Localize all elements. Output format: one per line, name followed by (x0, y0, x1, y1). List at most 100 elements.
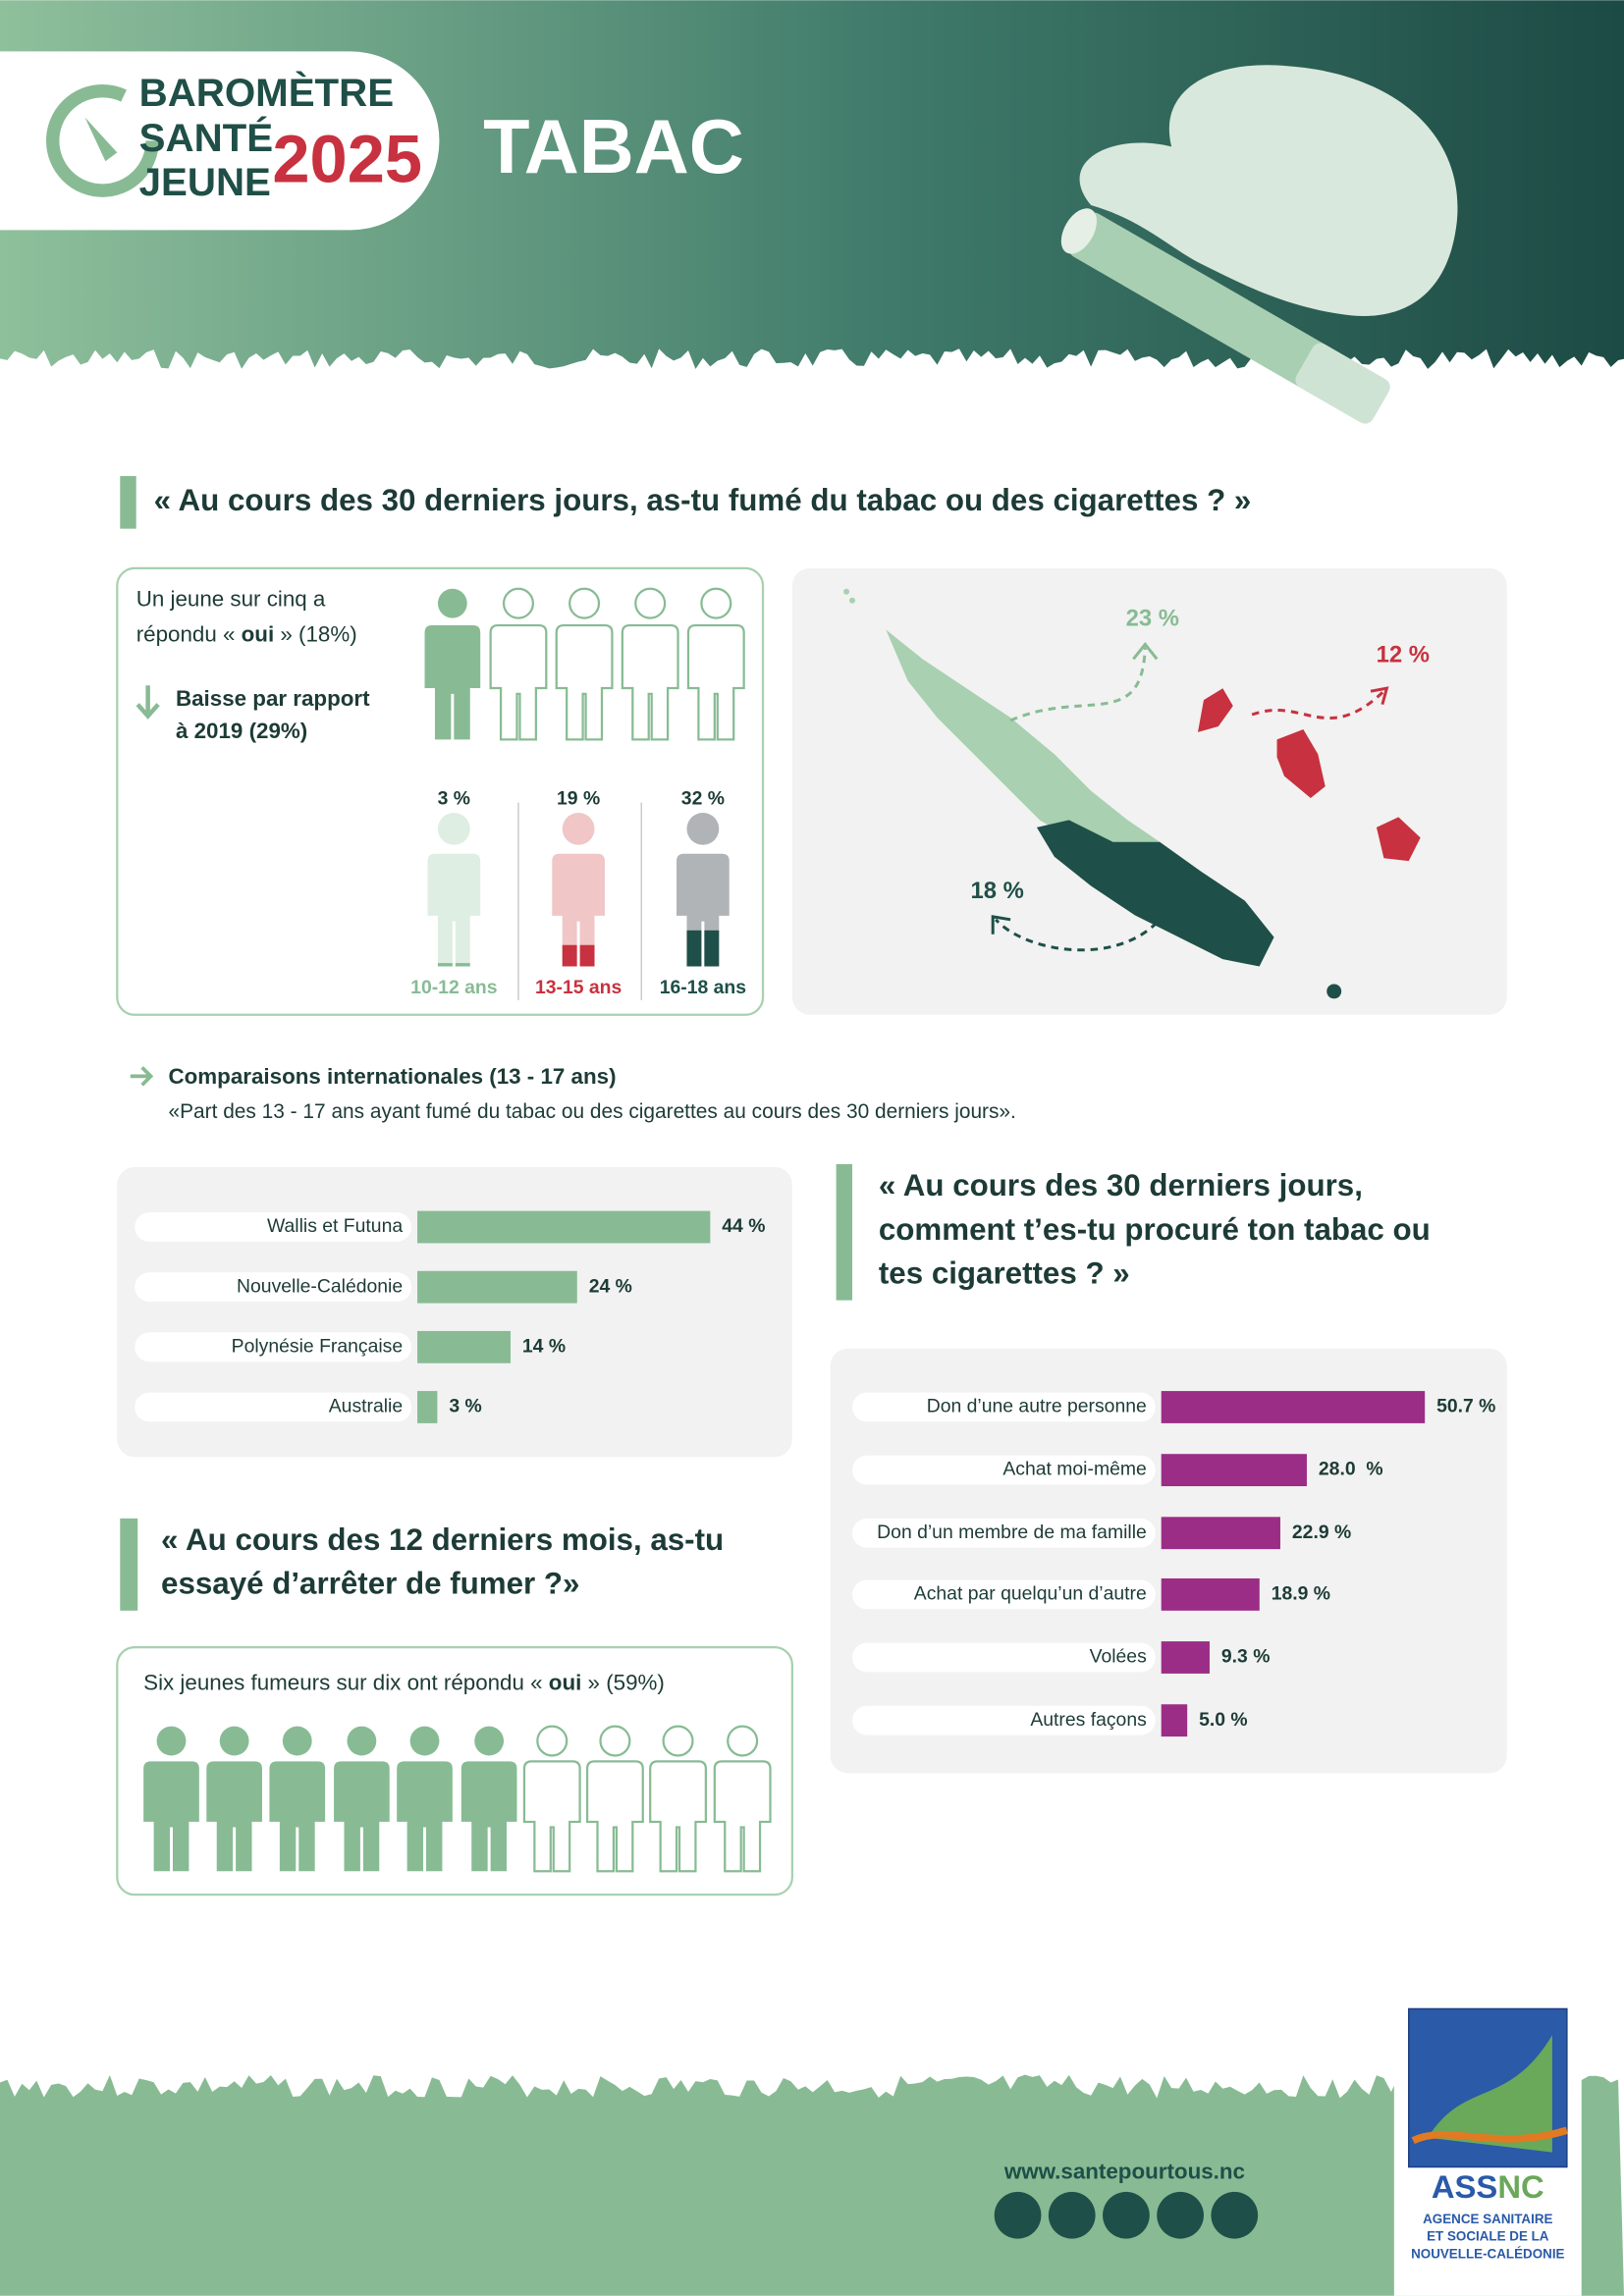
label-pill (852, 1392, 1156, 1422)
person-body (334, 1761, 390, 1872)
bar (1161, 1577, 1260, 1611)
person-head (156, 1726, 187, 1756)
question: tes cigarettes ? » (879, 1256, 1130, 1291)
instagram-icon[interactable] (1103, 2191, 1150, 2239)
bar (1161, 1391, 1426, 1423)
person-body (489, 623, 548, 741)
bar (1161, 1704, 1188, 1737)
value-label: 3 % (438, 788, 470, 810)
logo-text: BAROMÈTRE (139, 71, 394, 115)
value-label: 50.7 % (1436, 1396, 1495, 1417)
logo-text: JEUNE (139, 160, 271, 204)
label-pill (852, 1455, 1156, 1485)
age-chart: 3 % 10-12 ans 19 % 13-15 ans 32 % 16-18 ans (410, 788, 746, 998)
people-row (143, 1725, 772, 1873)
person-body (522, 1760, 581, 1873)
bar (417, 1391, 438, 1423)
bar (1161, 1517, 1280, 1550)
person-head (562, 812, 595, 845)
agency-acronym: ASSNC (1432, 2168, 1544, 2205)
tiktok-icon[interactable] (1048, 2191, 1096, 2239)
question: comment t’es-tu procuré ton tabac ou (879, 1212, 1431, 1247)
value-label: 19 % (557, 788, 600, 810)
person-body (427, 853, 481, 967)
logo-year: 2025 (272, 121, 422, 196)
person-body (397, 1761, 453, 1872)
value-label: 14 % (522, 1335, 566, 1357)
value-label: 28.0 % (1319, 1459, 1383, 1480)
bar-chart: Wallis et Futuna 44 % Nouvelle-Calédonie 24… (135, 1210, 765, 1423)
logo-text: SANTÉ (139, 116, 273, 160)
facebook-icon[interactable] (994, 2191, 1042, 2239)
text: NC (1497, 2168, 1543, 2205)
footer-background (0, 2074, 1624, 2296)
people-row (424, 587, 745, 741)
cigarette (1060, 208, 1390, 424)
bar-chart: Don d’une autre personne 50.7 % Achat moi-… (852, 1391, 1495, 1737)
trend: Baisse par rapport (176, 686, 370, 711)
text: oui (242, 621, 275, 646)
category-label: Polynésie Française (232, 1335, 403, 1357)
person-head (634, 587, 667, 619)
person-body (585, 1760, 644, 1873)
label-pill (852, 1579, 1156, 1610)
label-pill (135, 1332, 412, 1362)
section-heading: « Au cours des 30 derniers jours, as-tu … (120, 475, 1252, 529)
category-label: Nouvelle-Calédonie (237, 1275, 403, 1297)
value-label: 18.9 % (1272, 1583, 1330, 1605)
person-head (437, 588, 467, 618)
youtube-icon[interactable] (1157, 2191, 1204, 2239)
summary: répondu « oui » (18%) (136, 621, 357, 646)
person-head (700, 587, 732, 619)
text: répondu « (136, 621, 242, 646)
arrow (130, 1066, 154, 1087)
linkedin-icon[interactable] (1211, 2191, 1259, 2239)
person-head (502, 587, 535, 619)
question: essayé d’arrêter de fumer ?» (161, 1567, 579, 1601)
summary: Six jeunes fumeurs sur dix ont répondu «… (143, 1670, 665, 1694)
category-label: Australie (329, 1396, 403, 1417)
url[interactable]: www.santepourtous.nc (1003, 2159, 1245, 2183)
question: « Au cours des 12 derniers mois, as-tu (161, 1522, 724, 1557)
person-head (437, 812, 470, 845)
heading-bar (120, 1518, 138, 1611)
subheading: Comparaisons internationales (13 - 17 an… (169, 1064, 617, 1089)
down-arrow (135, 685, 160, 720)
value-label: 32 % (681, 788, 725, 810)
category-label: 13-15 ans (535, 977, 622, 998)
header: BAROMÈTRE SANTÉ JEUNE 2025 TABAC (0, 0, 1624, 424)
heading-bar (836, 1163, 853, 1301)
trend: à 2019 (29%) (176, 719, 307, 743)
label-pill (852, 1642, 1156, 1673)
value-label: 44 % (722, 1215, 765, 1237)
logo-gauge (45, 83, 159, 197)
bar (1161, 1454, 1307, 1487)
person-head (727, 1725, 759, 1757)
category-label: Wallis et Futuna (267, 1215, 403, 1237)
label-pill (135, 1392, 412, 1422)
value-label: 5.0 % (1199, 1709, 1248, 1731)
footer: www.santepourtous.nc ASSNC AGENCE SANITA… (0, 1994, 1624, 2296)
person-head (282, 1726, 312, 1756)
question: « Au cours des 30 derniers jours, (879, 1168, 1363, 1202)
text: ASS (1432, 2168, 1497, 2205)
logo-wave (1411, 2126, 1568, 2145)
person-body (143, 1761, 199, 1872)
person-head (474, 1726, 505, 1756)
agency-name: NOUVELLE-CALÉDONIE (1411, 2247, 1564, 2262)
label-pill (135, 1272, 412, 1303)
bar (417, 1210, 711, 1244)
person-head (347, 1726, 377, 1756)
value-label: 24 % (589, 1275, 632, 1297)
text: oui (549, 1670, 582, 1694)
category-label: Don d’un membre de ma famille (877, 1522, 1147, 1543)
question: « Au cours des 30 derniers jours, as-tu … (154, 483, 1252, 517)
person-body (555, 623, 614, 741)
logo-leaf (1428, 2035, 1552, 2153)
person-body (621, 623, 679, 741)
map: 23 % 12 % 18 % (791, 567, 1507, 1015)
social-icons (994, 2191, 1259, 2239)
person-body (649, 1760, 707, 1873)
person-body (552, 853, 605, 967)
person-head (662, 1725, 694, 1757)
